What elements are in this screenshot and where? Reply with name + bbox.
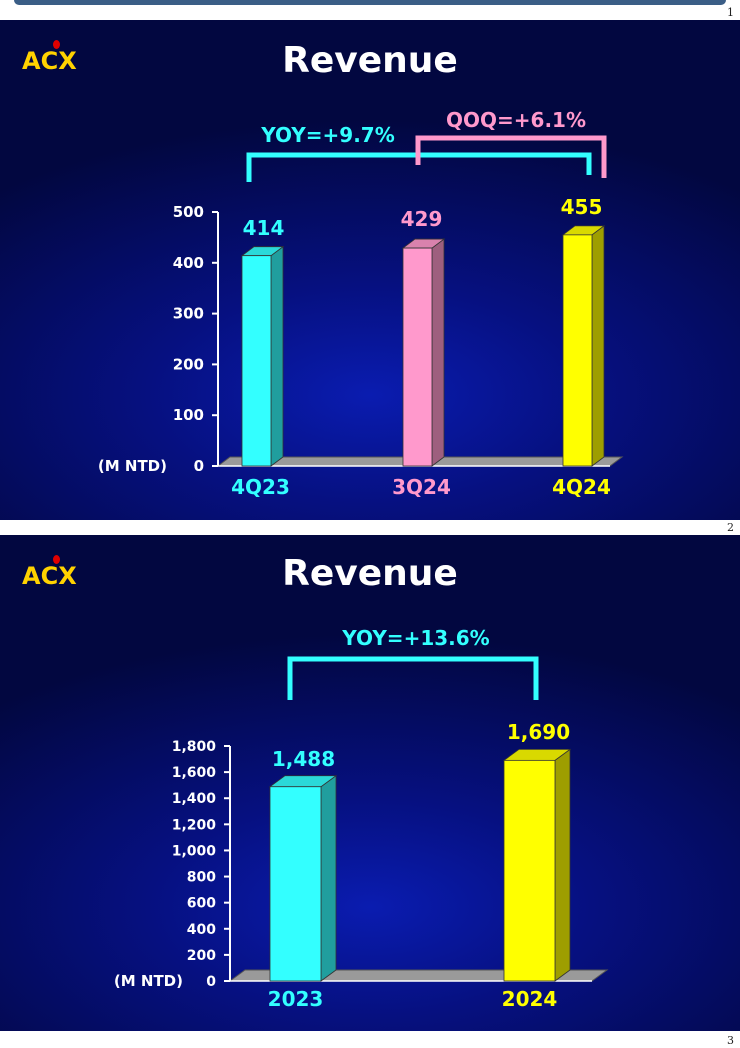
y-tick-label: 200 bbox=[173, 355, 204, 373]
y-tick-label: 600 bbox=[187, 896, 216, 912]
y-tick-label: 1,800 bbox=[172, 739, 217, 755]
y-tick-label: 500 bbox=[173, 203, 204, 221]
slide-annual-revenue: ACX Revenue YOY=+13.6% 0 200 400 600 800 1,000… bbox=[0, 535, 740, 1031]
y-tick-label: 400 bbox=[187, 922, 216, 938]
y-tick-label: 0 bbox=[206, 974, 216, 990]
category-label: 4Q23 bbox=[231, 475, 290, 499]
yoy-label: YOY=+13.6% bbox=[341, 626, 489, 650]
y-tick-label: 1,000 bbox=[172, 843, 217, 859]
bar bbox=[402, 247, 433, 467]
bar-side bbox=[270, 245, 284, 467]
bar bbox=[269, 786, 322, 982]
data-label: 455 bbox=[561, 195, 603, 219]
bar-side bbox=[554, 748, 571, 982]
category-label: 4Q24 bbox=[552, 475, 611, 499]
qoq-label: QOQ=+6.1% bbox=[446, 108, 586, 132]
slide-title: Revenue bbox=[282, 553, 458, 594]
category-label: 3Q24 bbox=[392, 475, 451, 499]
y-tick-label: 1,200 bbox=[172, 817, 217, 833]
data-label: 429 bbox=[401, 207, 443, 231]
y-tick-label: 400 bbox=[173, 254, 204, 272]
y-tick-label: 100 bbox=[173, 406, 204, 424]
y-tick-label: 200 bbox=[187, 948, 216, 964]
page-number: 2 bbox=[727, 521, 734, 534]
category-label: 2023 bbox=[268, 987, 324, 1011]
y-tick-label: 0 bbox=[194, 457, 204, 475]
bar bbox=[503, 759, 556, 982]
qoq-bracket bbox=[415, 135, 607, 178]
data-label: 414 bbox=[243, 216, 285, 240]
unit-label: (M NTD) bbox=[114, 972, 183, 990]
previous-slide-strip bbox=[0, 0, 740, 20]
annual-revenue-chart: YOY=+13.6% 0 200 400 600 800 1,000 1,200 1,400 1,… bbox=[114, 626, 609, 1011]
page-number: 1 bbox=[727, 6, 734, 19]
bar-side bbox=[320, 774, 337, 982]
acx-logo: ACX bbox=[22, 40, 77, 75]
slide-quarterly-revenue: ACX Revenue YOY=+9.7% QOQ=+6.1% 0 100 200 300… bbox=[0, 20, 740, 520]
acx-logo: ACX bbox=[22, 555, 77, 590]
y-tick-label: 1,600 bbox=[172, 765, 217, 781]
bar bbox=[562, 234, 593, 467]
y-tick-label: 1,400 bbox=[172, 791, 217, 807]
category-label: 2024 bbox=[502, 987, 558, 1011]
y-tick-label: 300 bbox=[173, 305, 204, 323]
yoy-label: YOY=+9.7% bbox=[260, 123, 395, 147]
bar-side bbox=[431, 238, 445, 467]
unit-label: (M NTD) bbox=[98, 457, 167, 475]
page-number: 3 bbox=[727, 1034, 734, 1047]
data-label: 1,690 bbox=[507, 720, 570, 744]
slide-title: Revenue bbox=[282, 40, 458, 81]
bar-side bbox=[591, 225, 605, 467]
bar bbox=[241, 255, 272, 467]
data-label: 1,488 bbox=[272, 747, 335, 771]
quarterly-revenue-chart: YOY=+9.7% QOQ=+6.1% 0 100 200 300 400 500 (M NTD… bbox=[98, 108, 624, 499]
y-tick-label: 800 bbox=[187, 870, 216, 886]
yoy-bracket bbox=[287, 656, 539, 700]
